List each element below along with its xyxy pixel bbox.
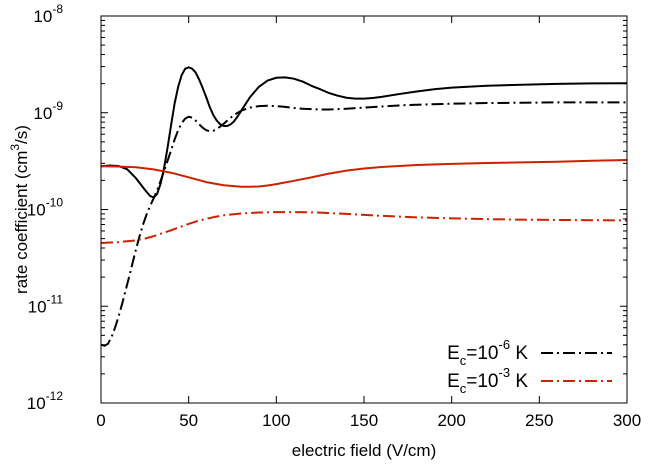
x-tick-label: 100 [262, 411, 290, 430]
x-axis-label: electric field (V/cm) [292, 441, 437, 460]
series-1-curve-solid [101, 158, 627, 188]
x-tick-label: 0 [96, 411, 105, 430]
series-0-curve-solid [101, 66, 627, 199]
x-tick-label: 300 [613, 411, 641, 430]
y-axis-label: rate coefficient (cm3/s) [8, 125, 31, 294]
series-1-curve-dashdot [101, 211, 627, 245]
legend-label-0: Ec=10-6 K [447, 337, 528, 368]
x-tick-label: 200 [437, 411, 465, 430]
x-tick-label: 50 [179, 411, 198, 430]
x-tick-label: 250 [525, 411, 553, 430]
series-0-curve-dashdot [101, 101, 627, 347]
y-tick-label: 10-10 [27, 196, 64, 220]
y-tick-label: 10-8 [33, 2, 63, 26]
legend-label-1: Ec=10-3 K [447, 365, 528, 396]
plot-frame [100, 15, 628, 404]
y-tick-label: 10-11 [28, 292, 64, 316]
y-tick-label: 10-9 [33, 99, 63, 123]
y-tick-label: 10-12 [27, 389, 64, 413]
x-tick-label: 150 [350, 411, 378, 430]
